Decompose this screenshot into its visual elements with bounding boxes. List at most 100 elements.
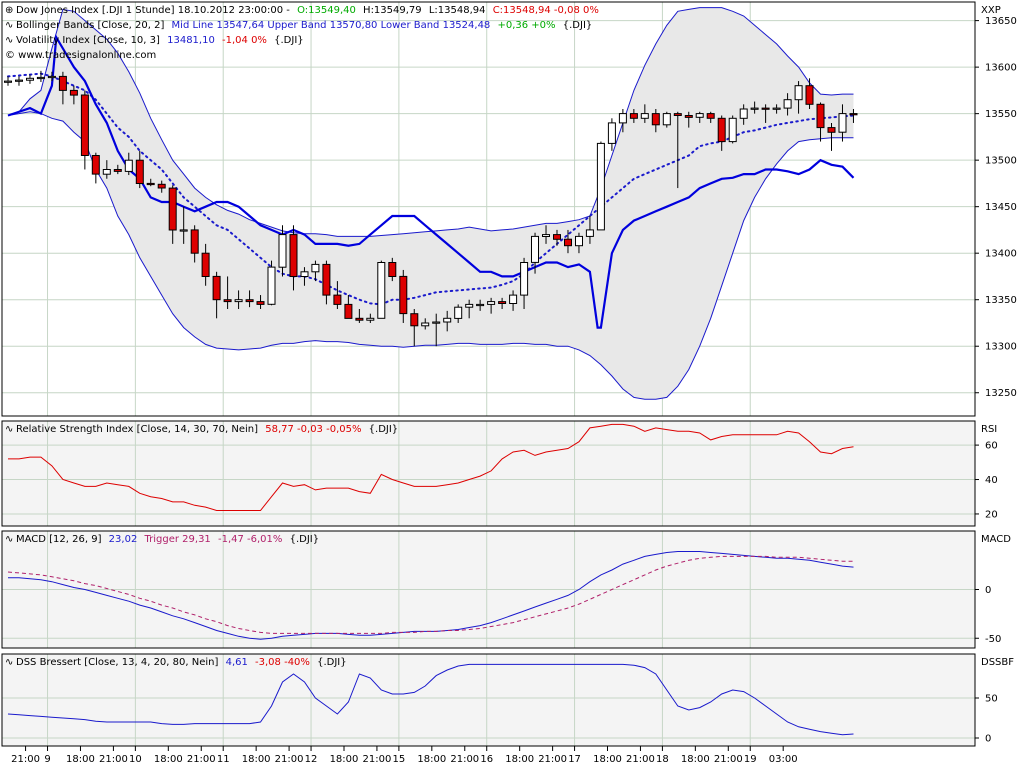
candle-body-down: [168, 187, 177, 231]
candle-body-up: [47, 75, 56, 79]
candle-body-down: [69, 89, 78, 96]
candle-body-down: [80, 94, 89, 156]
candle-body-up: [267, 266, 276, 305]
dss-line: [7, 663, 854, 736]
candle: [289, 225, 298, 291]
candle: [432, 313, 441, 347]
candle: [256, 295, 265, 310]
candle-body-up: [311, 263, 320, 273]
rsi-line: [8, 423, 854, 511]
y-tick-label: 13450: [985, 202, 1017, 213]
candle: [190, 225, 199, 263]
candle: [421, 318, 430, 330]
y-tick-label: 13550: [985, 109, 1017, 120]
candle-body-down: [629, 113, 638, 119]
x-tick-label: 21:00: [450, 754, 479, 765]
candle: [179, 206, 188, 244]
candle-body-up: [531, 235, 539, 263]
candle: [772, 104, 781, 114]
panel-frame: [1, 1, 976, 417]
candle-body-up: [234, 299, 243, 303]
candle-body-down: [816, 103, 825, 129]
candle-body-down: [673, 113, 682, 116]
candle-body-down: [344, 303, 353, 319]
candle-body-down: [223, 299, 232, 303]
candle: [135, 150, 144, 189]
candle: [344, 295, 353, 319]
y-tick-label: 0: [985, 734, 991, 745]
candle: [706, 111, 715, 123]
candle: [399, 269, 408, 323]
candle: [695, 111, 704, 123]
candle: [531, 232, 539, 274]
candle: [454, 304, 463, 323]
y-tick-label: 13300: [985, 342, 1017, 353]
y-tick-label: 50: [985, 694, 998, 705]
panel-frame: [1, 530, 976, 649]
candle: [596, 141, 605, 231]
candle: [629, 108, 638, 123]
candle-body-up: [278, 234, 287, 268]
x-tick-label: 21:00: [538, 754, 567, 765]
candle-body-up: [640, 113, 649, 119]
legend-icon-price: ⊕: [5, 5, 13, 16]
candle: [794, 81, 803, 114]
candle: [47, 71, 56, 82]
dss-axis-title: DSSBF: [981, 657, 1014, 668]
candle: [300, 267, 309, 286]
svg-text:MACD [12, 26, 9] 23,02: MACD [12, 26, 9] 23,02 Trigger 29,31 -1,…: [16, 534, 319, 545]
y-tick-label: 13250: [985, 388, 1017, 399]
candle-body-up: [695, 113, 704, 118]
candle: [113, 164, 122, 175]
candle: [410, 309, 419, 347]
candle: [201, 243, 210, 286]
candle-body-up: [15, 79, 23, 82]
candle: [91, 152, 100, 184]
candle: [223, 276, 232, 310]
candle: [278, 225, 287, 277]
legend-icon-volatility: ∿: [5, 35, 13, 46]
volatility-legend: Volatility Index [Close, 10, 3] 13481,10…: [16, 35, 304, 46]
candle-body-up: [366, 317, 375, 321]
candle: [15, 76, 23, 86]
x-tick-label: 17: [568, 754, 581, 765]
y-tick-label: 13350: [985, 295, 1017, 306]
candle-body-up: [476, 303, 485, 307]
x-tick-label: 21:00: [187, 754, 216, 765]
candle-body-down: [761, 107, 770, 110]
legend-icon-macd: ∿: [5, 534, 13, 545]
candle: [26, 74, 34, 84]
legend-open: O:13549,40: [297, 5, 356, 16]
candle: [816, 102, 825, 142]
candle-body-down: [498, 301, 507, 305]
plot-area: [2, 654, 975, 746]
x-tick-label: 18:00: [154, 754, 183, 765]
candle-body-down: [212, 275, 221, 301]
candle: [553, 229, 561, 246]
candle: [58, 71, 67, 105]
candle-body-up: [454, 306, 463, 319]
x-tick-label: 18: [656, 754, 669, 765]
candle: [322, 260, 331, 305]
y-tick-label: 13500: [985, 156, 1017, 167]
candle-body-up: [102, 169, 111, 175]
legend-icon-bollinger: ∿: [5, 20, 13, 31]
candle-body-down: [157, 183, 166, 189]
svg-text:Relative Strength Index [Close: Relative Strength Index [Close, 14, 30, …: [16, 424, 398, 435]
price-axis-title: XXP: [981, 5, 1001, 16]
x-tick-label: 12: [305, 754, 318, 765]
candle-body-up: [124, 159, 133, 172]
price-legend-line1: Dow Jones Index [.DJI 1 Stunde] 18.10.20…: [16, 5, 599, 16]
x-tick-label: 18:00: [330, 754, 359, 765]
candle-body-down: [135, 159, 144, 184]
candle-body-up: [520, 262, 529, 296]
candle: [805, 78, 814, 109]
candle-body-up: [4, 80, 12, 83]
y-tick-label: 13650: [985, 16, 1017, 27]
candle: [509, 290, 518, 311]
candle: [102, 160, 111, 179]
candle-body-down: [651, 113, 660, 126]
panel-macd-panel: -50 0: [1, 530, 1001, 649]
candle-body-down: [58, 75, 67, 91]
